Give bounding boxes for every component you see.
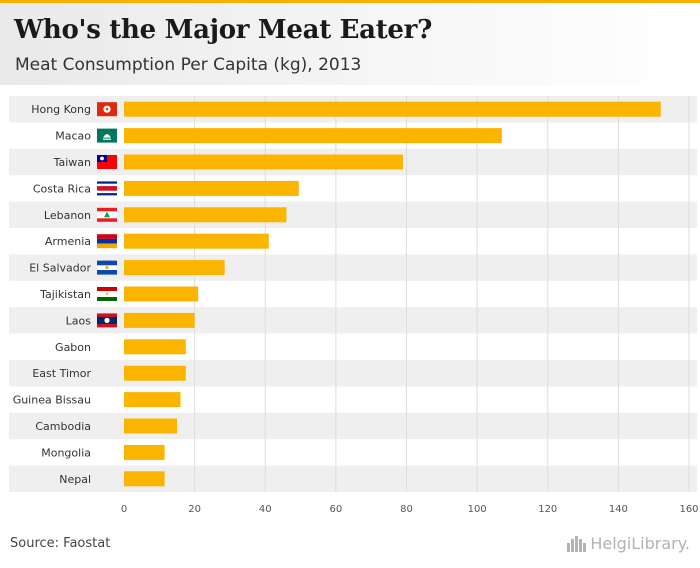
category-label: Cambodia (35, 420, 91, 433)
row-band (9, 412, 697, 440)
category-label: Taiwan (53, 156, 91, 169)
mo-flag-icon (97, 128, 117, 143)
la-flag-icon (97, 313, 117, 328)
category-label: Macao (55, 130, 91, 143)
x-tick-label: 0 (121, 504, 127, 515)
bar-macao (124, 128, 502, 144)
lb-flag-icon (97, 207, 117, 222)
bar-armenia (124, 233, 269, 249)
bar-hong-kong (124, 101, 661, 117)
category-label: East Timor (32, 367, 91, 380)
tj-flag-icon (97, 287, 117, 301)
x-tick-label: 140 (609, 504, 628, 515)
cr-flag-icon (97, 181, 117, 196)
chart-subtitle: Meat Consumption Per Capita (kg), 2013 (15, 55, 362, 75)
library-icon (567, 535, 587, 552)
category-label: Lebanon (44, 209, 91, 222)
bar-guinea-bissau (124, 392, 181, 408)
category-label: Gabon (55, 341, 91, 354)
bar-lebanon (124, 207, 287, 223)
brand-logo: HelgiLibrary. (567, 534, 690, 553)
category-label: Mongolia (41, 446, 91, 459)
x-tick-label: 120 (538, 504, 557, 515)
row-band (9, 254, 697, 281)
sv-flag-icon (97, 260, 117, 275)
header: Who's the Major Meat Eater? Meat Consump… (0, 3, 700, 85)
bar-el-salvador (124, 260, 225, 276)
brand-name: HelgiLibrary. (590, 534, 690, 553)
hk-flag-icon (97, 102, 117, 117)
bar-nepal (124, 471, 165, 487)
category-label: Armenia (45, 235, 91, 248)
x-tick-label: 100 (468, 504, 487, 515)
top-accent-bar (0, 0, 700, 3)
category-label: Guinea Bissau (13, 394, 91, 407)
bar-east-timor (124, 365, 186, 381)
x-tick-label: 40 (259, 504, 272, 515)
x-tick-label: 160 (679, 504, 698, 515)
row-band (9, 307, 697, 334)
chart-title: Who's the Major Meat Eater? (14, 15, 433, 45)
bar-gabon (124, 339, 186, 355)
category-label: El Salvador (29, 262, 91, 275)
bar-tajikistan (124, 286, 199, 302)
am-flag-icon (97, 234, 117, 249)
x-tick-label: 60 (330, 504, 343, 515)
bar-cambodia (124, 418, 177, 434)
tw-flag-icon (97, 155, 117, 169)
category-label: Hong Kong (31, 103, 91, 116)
row-band (9, 201, 697, 228)
x-tick-label: 20 (188, 504, 201, 515)
bar-laos (124, 312, 195, 328)
row-band (9, 360, 697, 387)
source-note: Source: Faostat (10, 536, 111, 551)
category-label: Costa Rica (33, 182, 91, 195)
x-tick-label: 80 (400, 504, 413, 515)
bar-mongolia (124, 444, 165, 460)
bar-taiwan (124, 154, 403, 170)
bar-costa-rica (124, 180, 299, 196)
row-band (9, 465, 697, 492)
category-label: Nepal (59, 473, 91, 486)
category-label: Laos (66, 314, 92, 327)
category-label: Tajikistan (39, 288, 91, 301)
